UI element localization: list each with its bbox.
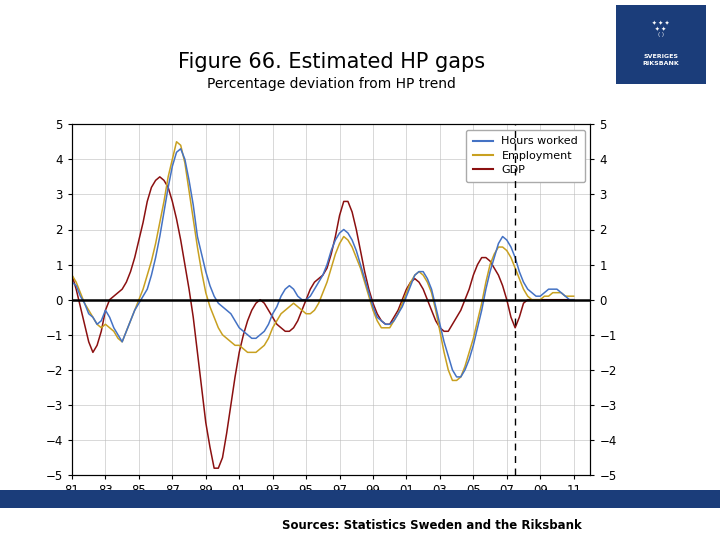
Text: SVERIGES
RIKSBANK: SVERIGES RIKSBANK bbox=[642, 55, 679, 66]
Text: Figure 66. Estimated HP gaps: Figure 66. Estimated HP gaps bbox=[178, 52, 485, 72]
Text: Sources: Statistics Sweden and the Riksbank: Sources: Statistics Sweden and the Riksb… bbox=[282, 519, 582, 532]
Text: Percentage deviation from HP trend: Percentage deviation from HP trend bbox=[207, 77, 456, 91]
Legend: Hours worked, Employment, GDP: Hours worked, Employment, GDP bbox=[466, 130, 585, 182]
Text: ✦ ✦ ✦
✦ ✦
( ): ✦ ✦ ✦ ✦ ✦ ( ) bbox=[652, 21, 670, 37]
